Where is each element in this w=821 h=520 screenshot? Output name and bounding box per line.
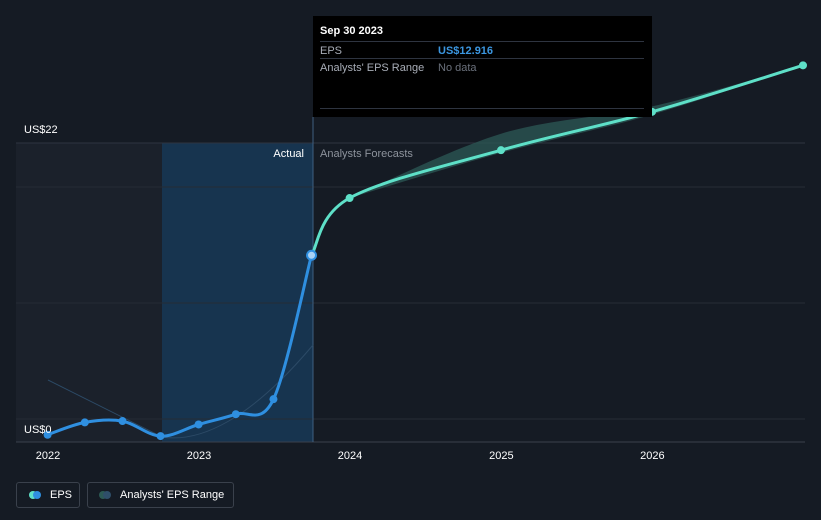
y-axis-bottom-label: US$0 — [24, 424, 52, 436]
eps-forecast-point — [345, 194, 354, 203]
tooltip-eps-label: EPS — [320, 45, 343, 57]
legend-range-label: Analysts' EPS Range — [120, 489, 225, 501]
eps-actual-point — [269, 395, 278, 404]
actual-label: Actual — [273, 148, 304, 160]
eps-forecast-line — [310, 63, 804, 257]
eps-legend-icon-overlay — [33, 491, 41, 499]
legend-eps-label: EPS — [50, 489, 73, 501]
tooltip: Sep 30 2023 EPS US$12.916 Analysts' EPS … — [313, 16, 652, 117]
forecast-label: Analysts Forecasts — [320, 148, 413, 160]
x-tick-label: 2025 — [489, 450, 514, 462]
tooltip-date: Sep 30 2023 — [320, 25, 383, 37]
legend-eps-button[interactable]: EPS — [16, 482, 80, 508]
legend-range-button[interactable]: Analysts' EPS Range — [87, 482, 234, 508]
range-legend-icon-overlay — [103, 491, 111, 499]
eps-actual-point — [43, 430, 52, 439]
eps-current-point — [306, 249, 318, 261]
past-shade — [16, 143, 162, 442]
eps-forecast-point — [497, 146, 505, 155]
x-tick-label: 2022 — [35, 450, 61, 462]
tooltip-range-label: Analysts' EPS Range — [320, 62, 425, 74]
x-tick-label: 2026 — [640, 450, 665, 462]
x-tick-label: 2023 — [186, 450, 212, 462]
eps-trend-line — [47, 344, 314, 439]
tooltip-divider — [320, 108, 644, 109]
actual-highlight — [162, 143, 313, 442]
tooltip-eps-row: EPS US$12.916 — [320, 41, 644, 59]
eps-actual-point — [156, 432, 165, 441]
tooltip-range-value: No data — [438, 62, 477, 74]
eps-actual-point — [118, 417, 127, 426]
eps-actual-line — [47, 254, 313, 438]
eps-actual-point — [80, 418, 89, 427]
tooltip-range-row: Analysts' EPS Range No data — [320, 58, 644, 76]
x-tick-label: 2024 — [337, 450, 363, 462]
eps-forecast-point — [799, 61, 807, 70]
y-axis-top-label: US$22 — [24, 124, 58, 136]
eps-actual-point — [194, 420, 203, 429]
eps-actual-point — [231, 410, 240, 419]
tooltip-eps-value: US$12.916 — [438, 45, 494, 57]
